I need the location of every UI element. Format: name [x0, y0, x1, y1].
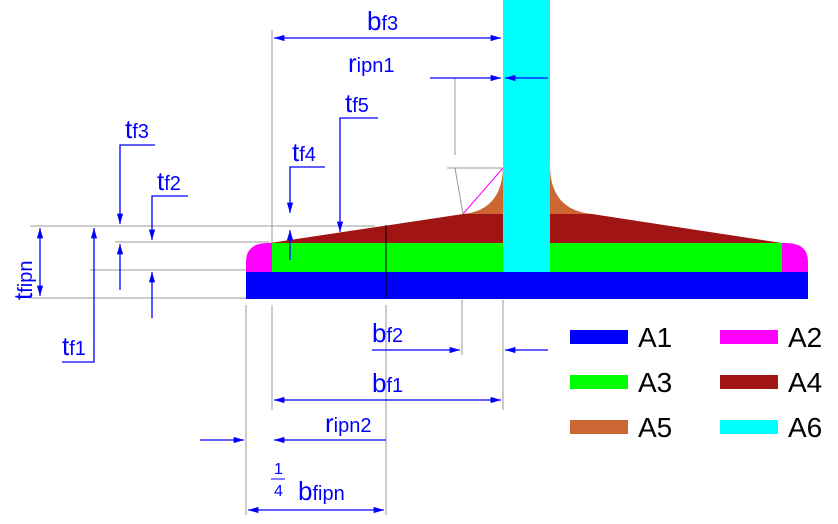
- legend: A1 A2 A3 A4 A5 A6: [570, 322, 822, 443]
- label: bf3: [367, 6, 398, 36]
- label: tfipn: [8, 261, 38, 300]
- label: bfipn: [298, 476, 345, 506]
- label: tf2: [157, 166, 181, 196]
- fraction-den: 4: [274, 483, 283, 500]
- legend-label: A3: [638, 367, 672, 398]
- labels: bf3 ripn1 tf5 tf4 tf3 tf2 tfipn tf1 bf2 …: [8, 6, 403, 506]
- label: bf2: [372, 318, 403, 348]
- legend-swatch: [570, 330, 628, 344]
- legend-swatch: [570, 375, 628, 389]
- area-a1: [246, 272, 808, 299]
- legend-label: A4: [788, 367, 822, 398]
- dimension-lines: [36, 34, 548, 514]
- area-a2: [246, 243, 272, 272]
- legend-label: A6: [788, 412, 822, 443]
- area-a6: [503, 0, 550, 272]
- area-a5: [550, 165, 592, 214]
- legend-label: A2: [788, 322, 822, 353]
- diagonal: [462, 167, 504, 215]
- fraction-num: 1: [274, 461, 283, 478]
- section: [246, 0, 808, 299]
- label: bf1: [372, 368, 403, 398]
- label: ripn2: [325, 408, 371, 438]
- label: ripn1: [348, 48, 394, 78]
- legend-swatch: [720, 330, 778, 344]
- area-a5: [463, 165, 503, 214]
- label: tf5: [345, 88, 369, 118]
- label: tf4: [292, 137, 316, 167]
- label: tf3: [125, 114, 149, 144]
- label: tf1: [62, 331, 86, 361]
- legend-label: A1: [638, 322, 672, 353]
- legend-swatch: [720, 420, 778, 434]
- extension-lines: [30, 30, 504, 515]
- area-a2: [782, 243, 808, 272]
- legend-swatch: [720, 375, 778, 389]
- legend-swatch: [570, 420, 628, 434]
- legend-label: A5: [638, 412, 672, 443]
